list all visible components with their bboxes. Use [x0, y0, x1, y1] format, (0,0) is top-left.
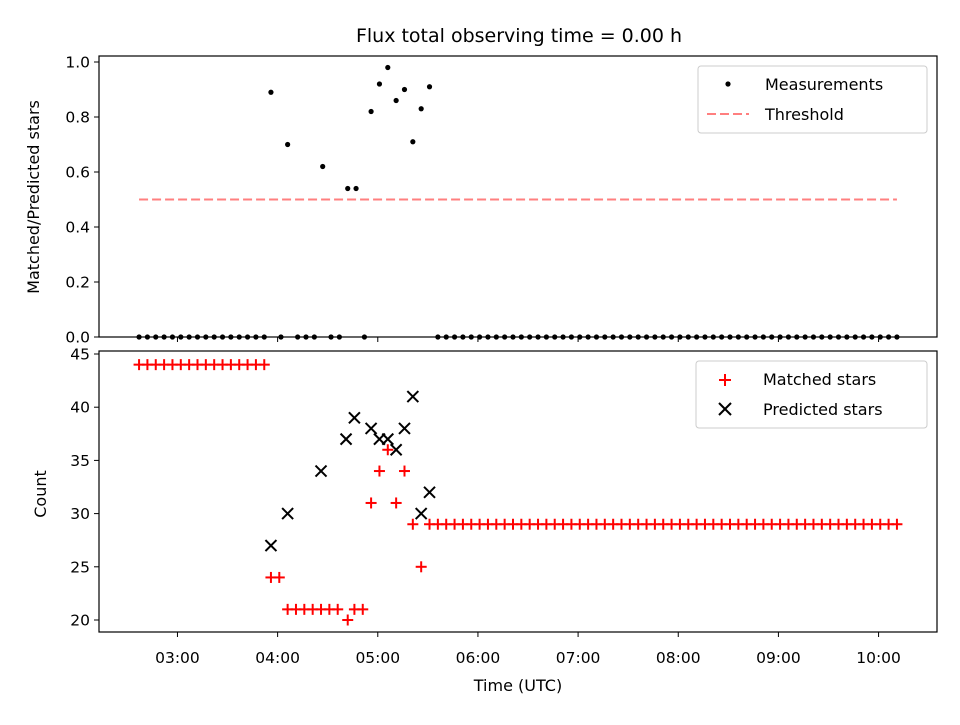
measurement-point: [401, 86, 408, 93]
matched-stars-point: [382, 444, 394, 456]
predicted-stars-point: [381, 432, 394, 446]
measurement-point: [368, 108, 374, 115]
measurement-point: [345, 185, 351, 192]
top-legend: Measurements Threshold: [697, 65, 928, 134]
bottom-y-tick-label: 20: [70, 612, 90, 630]
matched-stars-point: [273, 571, 285, 583]
x-tick-label: 04:00: [255, 649, 300, 667]
matched-stars-point: [357, 603, 369, 615]
measurement-point: [376, 81, 383, 87]
top-y-tick-label: 1.0: [65, 54, 90, 72]
top-y-tick-label: 0.0: [65, 329, 90, 347]
predicted-stars-point: [398, 422, 411, 435]
chart-title: Flux total observing time = 0.00 h: [356, 25, 682, 47]
bottom-legend: Matched stars Predicted stars: [695, 360, 928, 429]
x-tick-label: 09:00: [756, 649, 801, 667]
predicted-stars-point: [348, 411, 361, 425]
bottom-plot-marks: [133, 359, 903, 626]
matched-stars-point: [398, 465, 410, 477]
top-x-ticks: [176, 337, 880, 342]
measurement-point: [418, 106, 424, 112]
bottom-y-tick-label: 25: [70, 558, 90, 576]
legend-threshold-label: Threshold: [764, 105, 844, 124]
measurement-point: [393, 97, 399, 104]
predicted-stars-point: [423, 486, 436, 499]
x-tick-label: 06:00: [456, 649, 501, 667]
legend-predicted-marker: [718, 402, 732, 416]
matched-stars-point: [407, 518, 419, 530]
top-y-tick-label: 0.8: [65, 109, 90, 127]
x-tick-label: 07:00: [556, 649, 601, 667]
predicted-stars-point: [389, 443, 403, 456]
bottom-legend-box: [695, 360, 928, 429]
matched-stars-point: [342, 614, 354, 626]
predicted-stars-point: [406, 390, 420, 403]
matched-stars-point: [373, 465, 385, 477]
x-tick-label: 08:00: [656, 649, 701, 667]
bottom-y-tick-label: 40: [70, 399, 90, 417]
bottom-y-axis-label: Count: [31, 470, 50, 518]
top-y-ticks: 0.0 0.2 0.4 0.6 0.8 1.0: [65, 54, 99, 347]
x-tick-label: 10:00: [856, 649, 901, 667]
top-y-tick-label: 0.2: [65, 274, 90, 292]
measurement-point: [353, 185, 359, 192]
matched-stars-point: [390, 497, 402, 509]
x-axis-label: Time (UTC): [473, 676, 562, 695]
matched-stars-point: [365, 497, 377, 509]
top-axes-frame: [98, 55, 938, 338]
top-y-tick-label: 0.6: [65, 164, 90, 182]
measurement-point: [320, 163, 326, 170]
predicted-stars-point: [314, 464, 328, 478]
predicted-stars-point: [264, 539, 278, 552]
measurement-point: [285, 141, 291, 148]
top-y-tick-label: 0.4: [65, 219, 90, 237]
top-legend-box: [697, 65, 928, 134]
matched-stars-point: [415, 561, 427, 573]
predicted-stars-point: [414, 507, 428, 520]
top-panel: 0.0 0.2 0.4 0.6 0.8 1.0 Matched/Predicted sta…: [24, 54, 938, 347]
bottom-y-ticks: 20 25 30 35 40 45: [70, 346, 99, 630]
legend-measurements-marker: [725, 81, 731, 87]
matched-stars-point: [332, 603, 344, 615]
bottom-y-tick-label: 30: [70, 505, 90, 523]
bottom-x-ticks: 03:00 04:00 05:00 06:00 07:00 08:00 09:00 10:00: [155, 632, 901, 667]
top-plot-marks: [136, 64, 900, 340]
measurement-point: [268, 89, 274, 95]
matched-stars-point: [891, 518, 903, 530]
predicted-stars-point: [281, 507, 294, 520]
measurement-point: [426, 84, 433, 90]
bottom-y-tick-label: 35: [70, 452, 90, 470]
bottom-panel: 20 25 30 35 40 45 03:00 04:00 05:00 06:00 07:00 08…: [31, 346, 938, 695]
x-tick-label: 05:00: [355, 649, 400, 667]
legend-matched-label: Matched stars: [763, 370, 876, 389]
predicted-stars-point: [339, 432, 353, 446]
x-tick-label: 03:00: [155, 649, 200, 667]
measurement-point: [385, 64, 391, 71]
top-y-axis-label: Matched/Predicted stars: [24, 100, 43, 294]
legend-measurements-label: Measurements: [765, 75, 883, 94]
measurement-point: [410, 139, 416, 145]
bottom-axes-frame: [98, 350, 938, 633]
legend-predicted-label: Predicted stars: [763, 400, 883, 419]
legend-matched-marker: [719, 374, 731, 386]
bottom-y-tick-label: 45: [70, 346, 90, 364]
matched-stars-point: [258, 359, 270, 371]
predicted-stars-point: [364, 422, 378, 435]
